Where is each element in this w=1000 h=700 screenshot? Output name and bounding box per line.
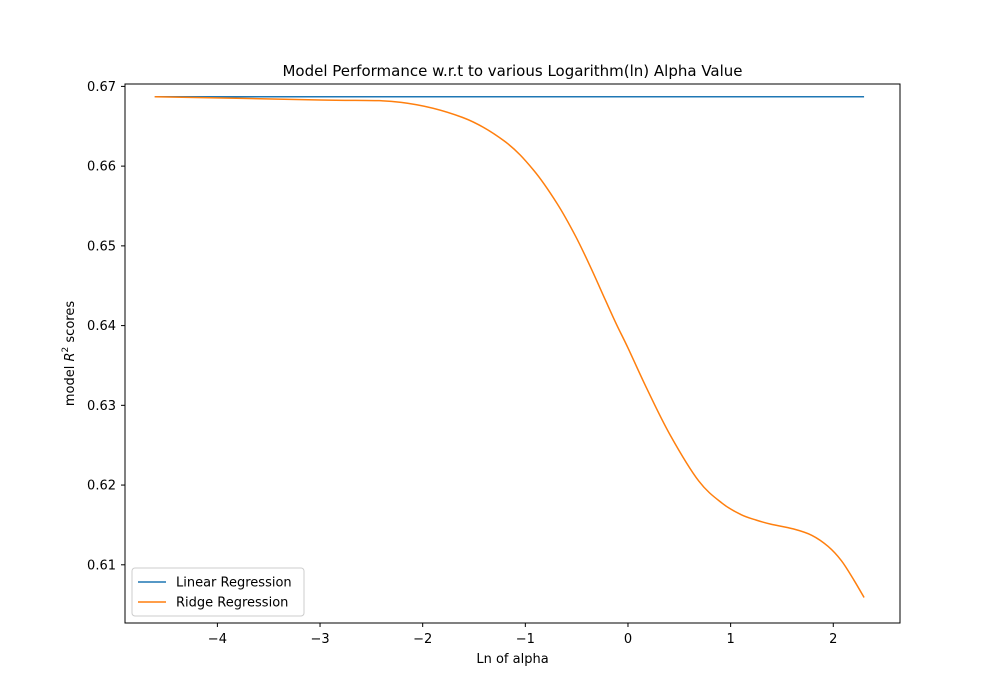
x-tick-label: 2 bbox=[829, 632, 837, 647]
y-tick-label: 0.66 bbox=[87, 160, 116, 175]
y-tick-label: 0.64 bbox=[87, 319, 116, 334]
y-tick-label: 0.62 bbox=[87, 479, 116, 494]
x-axis-label: Ln of alpha bbox=[476, 652, 548, 667]
y-axis-label-suffix: scores bbox=[63, 301, 78, 347]
y-tick-label: 0.63 bbox=[87, 399, 116, 414]
series-line-ridge-regression bbox=[154, 96, 865, 598]
y-tick-label: 0.61 bbox=[87, 558, 116, 573]
x-tick-label: −2 bbox=[413, 632, 432, 647]
x-tick-label: −4 bbox=[208, 632, 227, 647]
x-tick-label: 1 bbox=[726, 632, 734, 647]
chart-title: Model Performance w.r.t to various Logar… bbox=[282, 62, 742, 80]
y-tick-label: 0.67 bbox=[87, 80, 116, 95]
legend-label-ridge-regression: Ridge Regression bbox=[176, 596, 288, 611]
y-axis-label-superscript: 2 bbox=[61, 347, 71, 353]
y-axis-label-prefix: model bbox=[63, 362, 78, 407]
y-axis-label-variable: R bbox=[63, 352, 78, 361]
x-tick-label: −3 bbox=[310, 632, 329, 647]
plot-frame bbox=[124, 83, 901, 624]
y-axis-label: model R2 scores bbox=[61, 301, 78, 406]
x-tick-label: 0 bbox=[624, 632, 632, 647]
y-tick-label: 0.65 bbox=[87, 239, 116, 254]
legend-label-linear-regression: Linear Regression bbox=[176, 576, 292, 591]
legend-box bbox=[131, 567, 305, 617]
x-tick-label: −1 bbox=[516, 632, 535, 647]
legend: Linear Regression Ridge Regression bbox=[131, 567, 305, 617]
